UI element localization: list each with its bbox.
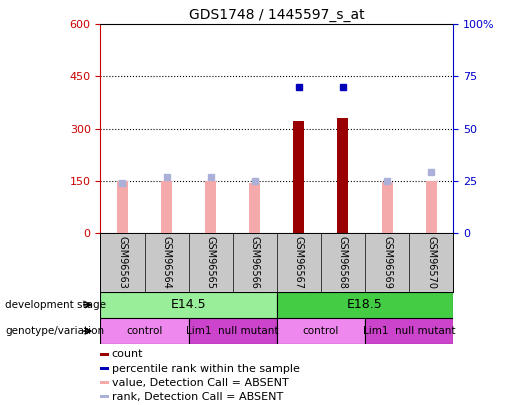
Bar [117, 181, 128, 233]
Bar [100, 354, 109, 356]
Bar [277, 292, 453, 318]
Bar [100, 395, 109, 398]
Bar [100, 367, 109, 370]
Text: development stage: development stage [5, 300, 106, 310]
Title: GDS1748 / 1445597_s_at: GDS1748 / 1445597_s_at [189, 8, 365, 22]
Text: count: count [112, 350, 143, 360]
Text: GSM96569: GSM96569 [382, 236, 392, 289]
Text: GSM96565: GSM96565 [205, 236, 216, 289]
Text: GSM96563: GSM96563 [117, 236, 128, 289]
Bar [382, 182, 392, 233]
Bar [161, 181, 172, 233]
Text: E18.5: E18.5 [347, 298, 383, 311]
Text: Lim1  null mutant: Lim1 null mutant [186, 326, 279, 336]
Bar [337, 118, 349, 233]
Text: value, Detection Call = ABSENT: value, Detection Call = ABSENT [112, 377, 288, 388]
Bar [100, 292, 277, 318]
Bar [425, 181, 437, 233]
Text: E14.5: E14.5 [171, 298, 207, 311]
Bar [277, 318, 365, 344]
Bar [100, 318, 188, 344]
Text: GSM96570: GSM96570 [426, 236, 436, 289]
Bar [188, 318, 277, 344]
Text: rank, Detection Call = ABSENT: rank, Detection Call = ABSENT [112, 392, 283, 402]
Text: control: control [303, 326, 339, 336]
Text: GSM96564: GSM96564 [162, 236, 171, 289]
Bar [205, 181, 216, 233]
Bar [294, 121, 304, 233]
Text: percentile rank within the sample: percentile rank within the sample [112, 364, 300, 373]
Bar [100, 382, 109, 384]
Text: Lim1  null mutant: Lim1 null mutant [363, 326, 455, 336]
Text: genotype/variation: genotype/variation [5, 326, 104, 336]
Bar [365, 318, 453, 344]
Text: control: control [126, 326, 163, 336]
Text: GSM96567: GSM96567 [294, 236, 304, 289]
Text: GSM96568: GSM96568 [338, 236, 348, 289]
Bar [249, 183, 260, 233]
Text: GSM96566: GSM96566 [250, 236, 260, 289]
